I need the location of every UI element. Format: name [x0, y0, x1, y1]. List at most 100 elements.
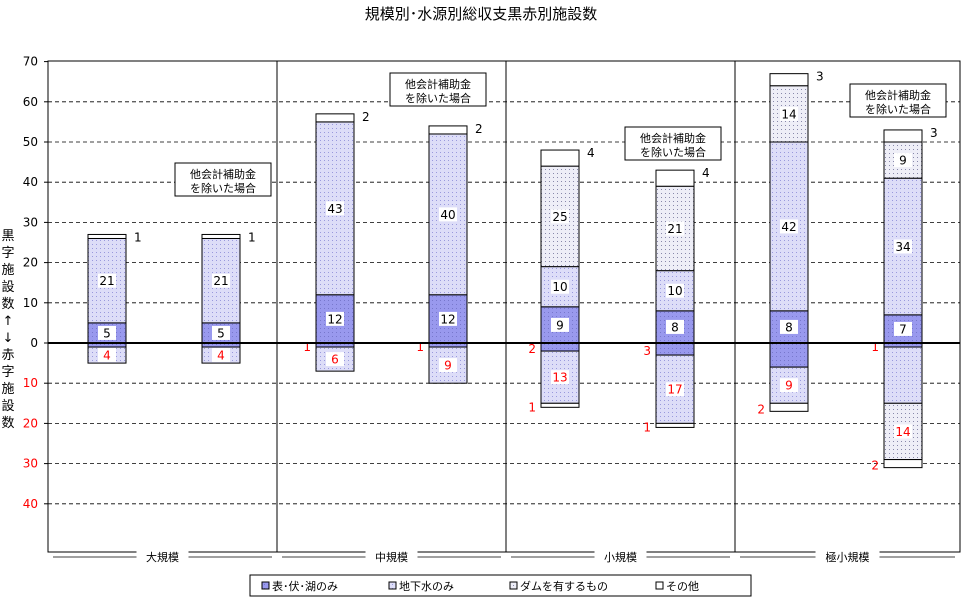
plot-frame — [47, 60, 961, 553]
bar-value-label: 9 — [785, 379, 793, 393]
annotation-text: 他会計補助金 — [190, 167, 256, 181]
y-axis-label-char: 設 — [1, 279, 14, 295]
bar-value-label: 12 — [440, 312, 455, 326]
annotation-box — [174, 162, 272, 197]
annotation-text: を除いた場合 — [865, 102, 931, 116]
y-tick-label: 50 — [23, 135, 38, 149]
annotation-box — [849, 83, 947, 118]
y-tick-label: 10 — [23, 296, 38, 310]
y-tick-label: 0 — [30, 336, 38, 350]
bar-segment — [540, 402, 580, 408]
bar-segment — [315, 113, 355, 123]
bar-segment — [201, 233, 241, 239]
bar-value-label: 9 — [444, 359, 452, 373]
y-axis-label-char: ↑ — [3, 314, 14, 329]
annotation-text: を除いた場合 — [640, 145, 706, 159]
y-axis-label-char: 赤 — [1, 348, 14, 363]
y-tick-label: 70 — [23, 55, 38, 69]
bar-value-label: 21 — [213, 274, 228, 288]
bar-value-label: 1 — [871, 340, 879, 354]
legend-label: 地下水のみ — [399, 580, 454, 593]
annotation-text: 他会計補助金 — [865, 88, 931, 102]
bar-value-label: 1 — [134, 230, 142, 244]
bar-value-label: 2 — [757, 402, 765, 416]
legend-swatch — [388, 581, 397, 590]
bar-segment — [540, 149, 580, 167]
bar-value-label: 13 — [552, 371, 567, 385]
bar-value-label: 2 — [528, 342, 536, 356]
annotation-box — [624, 126, 722, 161]
bar-segment — [655, 422, 695, 428]
bar-value-label: 14 — [781, 107, 796, 121]
legend-label: その他 — [666, 580, 699, 593]
bar-value-label: 1 — [528, 400, 536, 414]
bar-value-label: 17 — [667, 383, 682, 397]
legend-swatch — [261, 581, 270, 590]
bar-value-label: 10 — [552, 280, 567, 294]
y-tick-label: 20 — [23, 256, 38, 270]
legend-frame — [249, 574, 752, 597]
bar-value-label: 3 — [930, 126, 938, 140]
bar-value-label: 42 — [781, 220, 796, 234]
bar-segment — [428, 346, 468, 384]
bar-value-label: 34 — [895, 240, 910, 254]
y-axis-label-char: 字 — [1, 246, 14, 261]
bar-value-label: 8 — [671, 320, 679, 334]
y-axis-label-char: 数 — [1, 297, 14, 312]
group-label: 小規模 — [604, 550, 637, 564]
bar-value-label: 3 — [816, 70, 824, 84]
annotation-text: 他会計補助金 — [405, 77, 471, 91]
group-label: 大規模 — [146, 550, 179, 564]
bar-value-label: 4 — [217, 349, 225, 363]
bar-segment — [540, 306, 580, 344]
legend: 表･伏･湖のみ 地下水のみ ダムを有するもの その他 — [261, 579, 699, 593]
annotation-text: を除いた場合 — [190, 181, 256, 195]
chart-title: 規模別･水源別総収支黒赤別施設数 — [365, 5, 598, 23]
bar-segment — [428, 125, 468, 135]
bar-value-label: 3 — [643, 344, 651, 358]
bar-value-label: 2 — [475, 122, 483, 136]
bar-segment — [769, 73, 809, 87]
bar-value-label: 6 — [331, 353, 339, 367]
bar-value-label: 21 — [99, 274, 114, 288]
bar-value-label: 12 — [327, 312, 342, 326]
bar-value-label: 1 — [248, 230, 256, 244]
bar-segment — [769, 402, 809, 412]
bar-value-label: 10 — [667, 284, 682, 298]
bar-value-label: 21 — [667, 222, 682, 236]
annotation-box — [389, 72, 487, 107]
legend-label: ダムを有するもの — [520, 579, 608, 593]
bar-value-label: 4 — [103, 349, 111, 363]
legend-swatch — [655, 581, 664, 590]
legend-label: 表･伏･湖のみ — [272, 579, 338, 593]
y-tick-label: 40 — [23, 497, 38, 511]
bar-value-label: 4 — [587, 146, 595, 160]
y-axis-label-char: 施 — [1, 263, 14, 278]
y-axis-label-char: 数 — [1, 416, 14, 431]
bar-value-label: 4 — [702, 166, 710, 180]
bar-value-label: 1 — [416, 340, 424, 354]
bar-segment — [883, 459, 923, 469]
group-label: 中規模 — [375, 550, 408, 564]
bar-value-label: 40 — [440, 208, 455, 222]
y-axis-label-char: 字 — [1, 365, 14, 380]
bar-value-label: 8 — [785, 320, 793, 334]
annotation-text: 他会計補助金 — [640, 131, 706, 145]
bar-value-label: 1 — [303, 340, 311, 354]
bar-value-label: 5 — [103, 326, 111, 340]
bar-value-label: 2 — [871, 459, 879, 473]
bar-value-label: 43 — [327, 202, 342, 216]
y-tick-label: 40 — [23, 175, 38, 189]
bar-segment — [883, 346, 923, 404]
bar-value-label: 25 — [552, 210, 567, 224]
bar-segment — [655, 342, 695, 356]
bar-value-label: 5 — [217, 326, 225, 340]
y-axis-label-char: ↓ — [3, 331, 14, 346]
bar-value-label: 2 — [362, 110, 370, 124]
y-tick-label: 60 — [23, 95, 38, 109]
group-label: 極小規模 — [826, 550, 870, 564]
bar-value-label: 7 — [899, 322, 907, 336]
legend-swatch — [509, 581, 518, 590]
y-axis-label-char: 黒 — [1, 229, 14, 244]
